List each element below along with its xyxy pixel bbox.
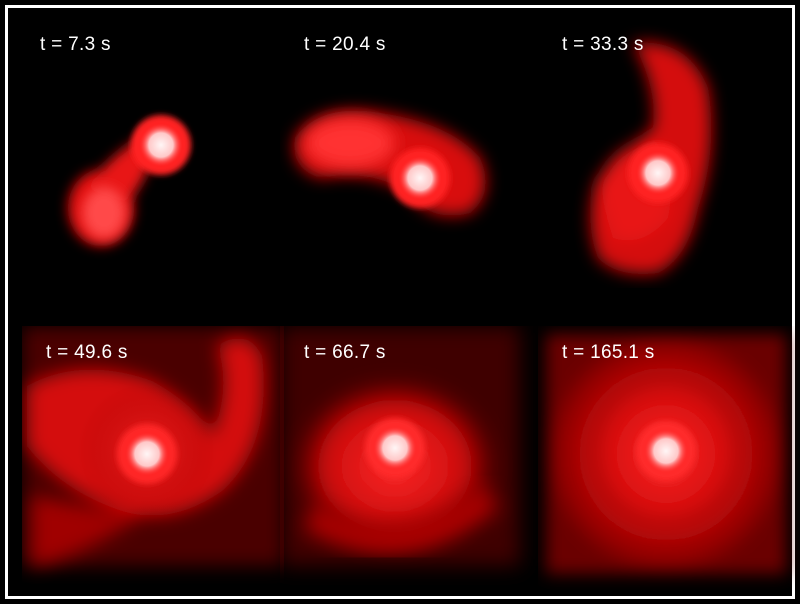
simulation-image-4 — [22, 326, 284, 566]
snapshot-panel-3: t = 33.3 s — [538, 18, 800, 288]
snapshot-panel-4: t = 49.6 s — [22, 326, 284, 596]
snapshot-panel-6: t = 165.1 s — [538, 326, 800, 596]
time-label-2: t = 20.4 s — [304, 34, 386, 55]
time-label-6: t = 165.1 s — [562, 342, 655, 363]
snapshot-panel-1: t = 7.3 s — [16, 18, 278, 288]
simulation-image-6 — [546, 334, 786, 574]
snapshot-panel-5: t = 66.7 s — [280, 326, 542, 596]
time-label-5: t = 66.7 s — [304, 342, 386, 363]
time-label-1: t = 7.3 s — [40, 34, 111, 55]
time-label-4: t = 49.6 s — [46, 342, 128, 363]
simulation-image-3 — [590, 42, 712, 274]
simulation-image-2 — [294, 110, 486, 216]
simulation-image-5 — [280, 326, 520, 566]
snapshot-panel-2: t = 20.4 s — [280, 18, 542, 288]
simulation-image-1 — [68, 115, 191, 246]
time-label-3: t = 33.3 s — [562, 34, 644, 55]
figure-frame: t = 7.3 s t = 20.4 s — [5, 5, 795, 599]
